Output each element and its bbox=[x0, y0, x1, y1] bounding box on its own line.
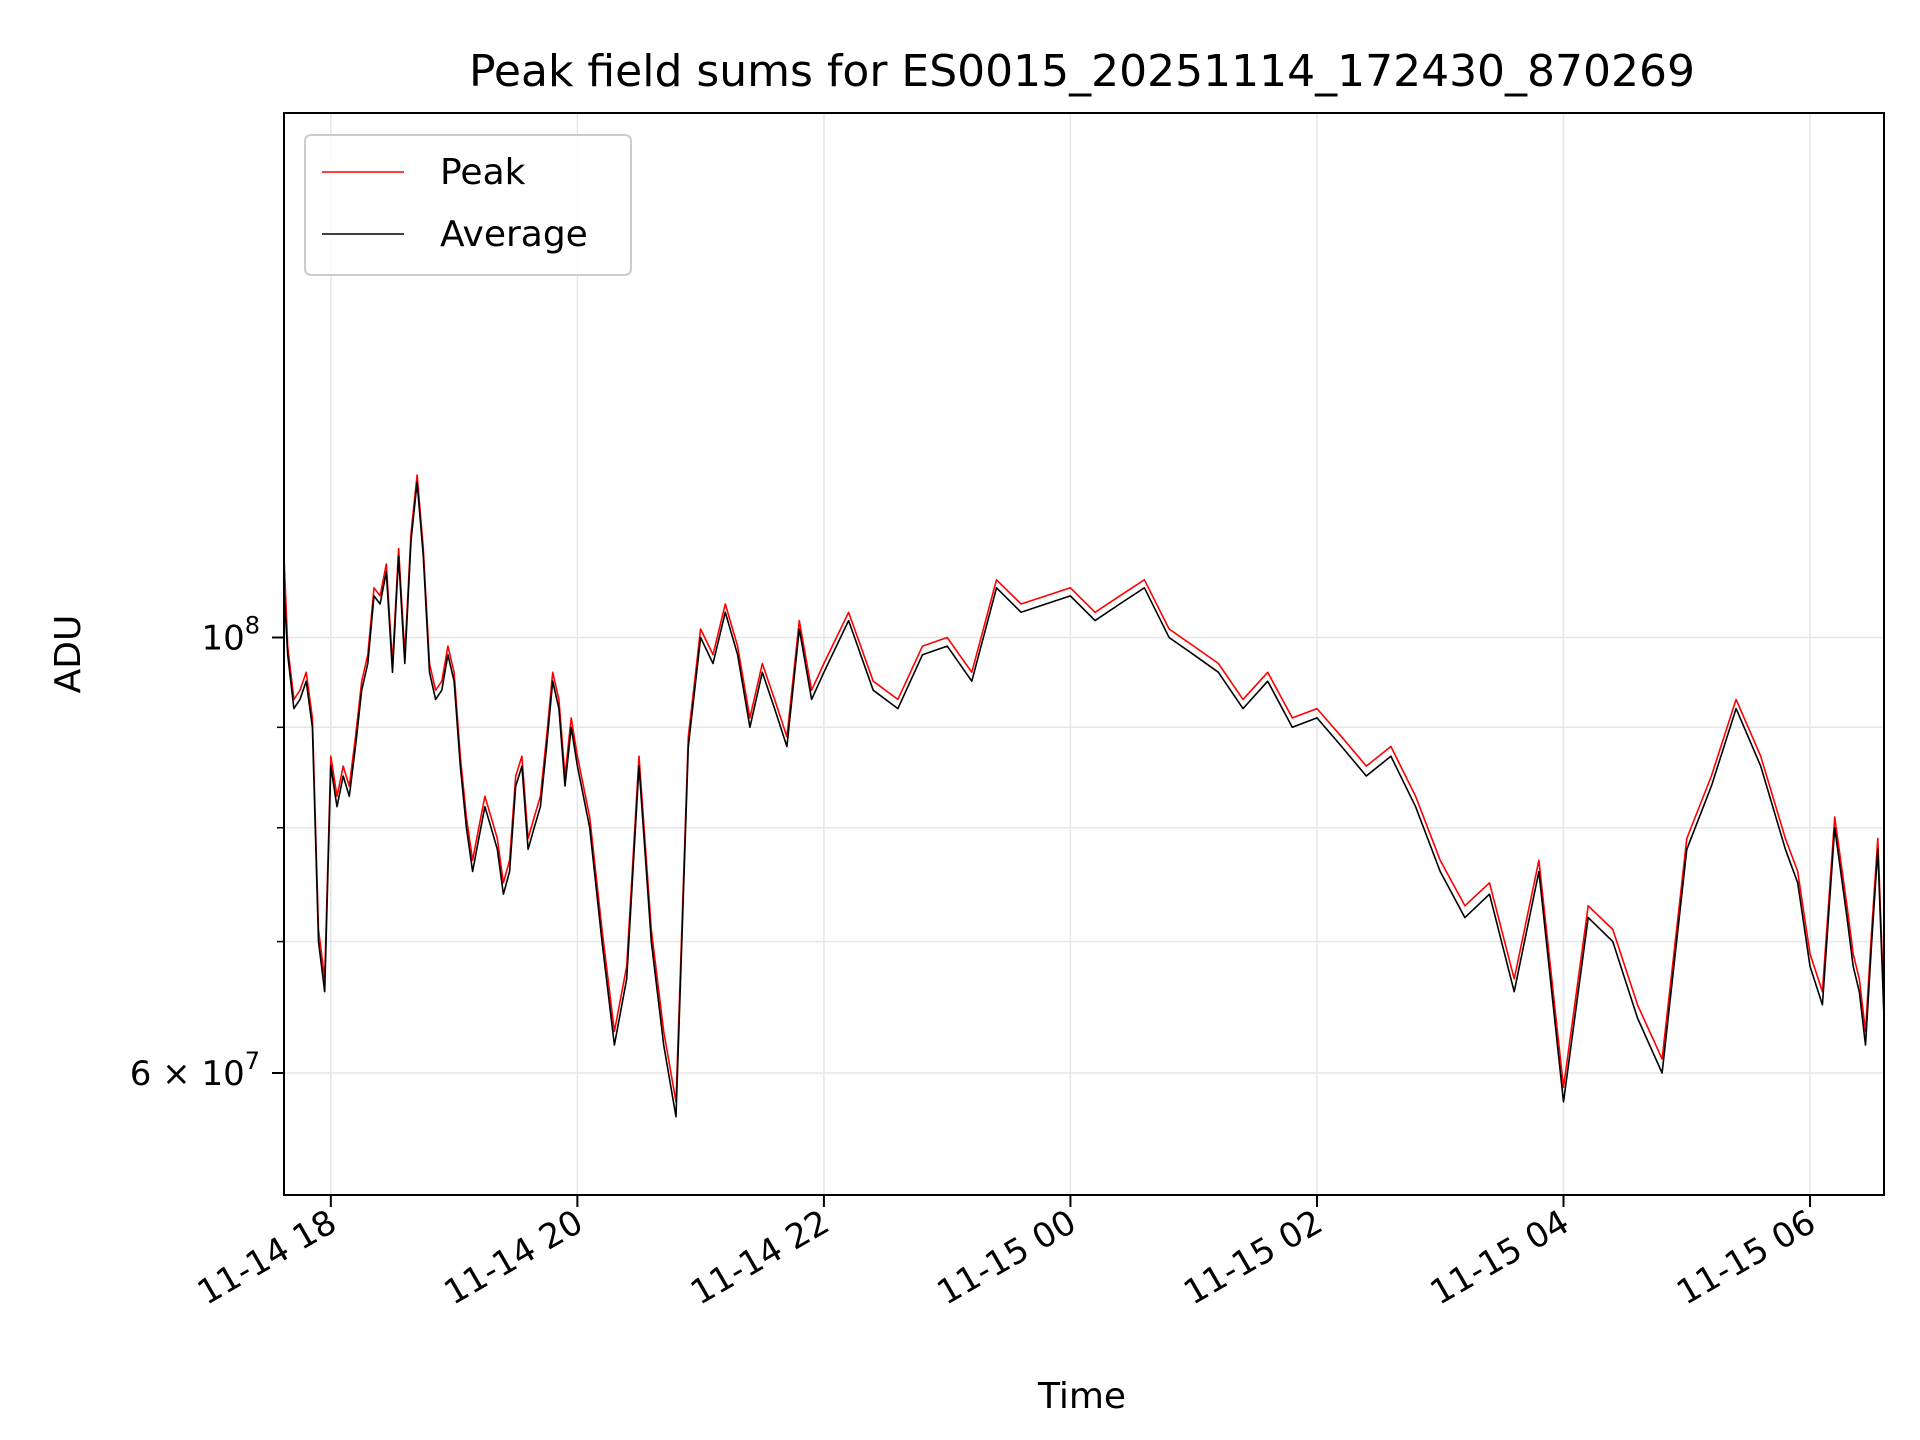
series-line-average bbox=[283, 481, 1885, 1118]
y-tick-label-base: 6 × 10 bbox=[130, 1054, 245, 1094]
y-tick-label: 108 bbox=[201, 611, 260, 658]
y-tick-label-base: 10 bbox=[201, 618, 244, 658]
legend-label-peak: Peak bbox=[440, 152, 526, 193]
legend-label-average: Average bbox=[440, 214, 588, 255]
legend-box bbox=[304, 134, 632, 276]
x-axis-title: Time bbox=[1037, 1376, 1126, 1417]
grid-lines bbox=[284, 113, 1884, 1195]
chart-title: Peak field sums for ES0015_20251114_1724… bbox=[469, 46, 1695, 97]
plot-series bbox=[283, 474, 1885, 1118]
y-tick-label-exponent: 8 bbox=[245, 611, 260, 639]
legend: Peak Average bbox=[304, 134, 632, 276]
y-tick-label: 6 × 107 bbox=[130, 1047, 260, 1094]
y-tick-label-exponent: 7 bbox=[245, 1047, 260, 1075]
plot-frame bbox=[283, 112, 1885, 1196]
y-axis-title: ADU bbox=[48, 615, 89, 694]
y-axis-ticks: 108 6 × 107 bbox=[130, 611, 284, 1094]
